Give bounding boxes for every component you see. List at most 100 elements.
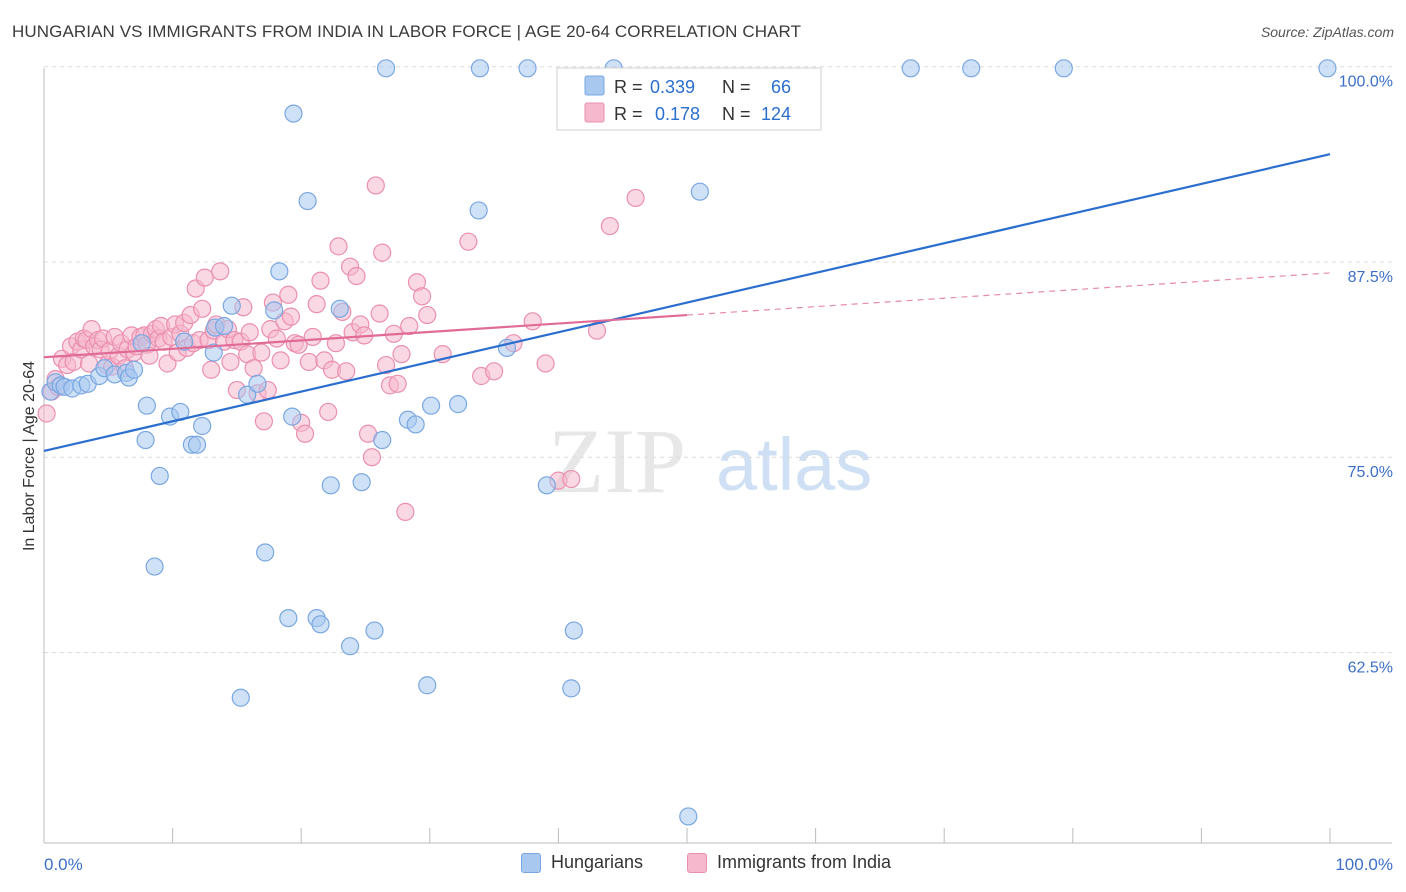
legend-n-label-2: N =	[722, 104, 756, 124]
india-point	[279, 285, 298, 304]
hungarian-point	[421, 396, 441, 415]
india-point	[600, 216, 619, 236]
swatch-india	[687, 852, 707, 873]
y-tick-label: 100.0%	[1339, 74, 1393, 91]
x-tick-label: 100.0%	[1335, 855, 1393, 874]
india-point	[392, 345, 411, 364]
trend-line-india-solid	[43, 313, 688, 359]
india-point	[193, 299, 212, 318]
hungarian-point	[231, 688, 250, 707]
hungarian-point	[340, 637, 360, 656]
hungarian-point	[365, 621, 384, 640]
hungarian-point	[298, 191, 317, 211]
india-point	[281, 307, 301, 326]
hungarian-point	[150, 466, 169, 486]
hungarian-point	[562, 679, 581, 698]
india-point	[388, 374, 407, 393]
hungarian-point	[132, 334, 151, 353]
hungarian-point	[214, 316, 234, 336]
axes	[43, 68, 1392, 844]
india-point	[195, 268, 214, 287]
india-point	[485, 362, 504, 381]
hungarian-point	[204, 343, 223, 362]
hungarian-point	[901, 59, 920, 78]
hungarian-point	[470, 59, 490, 78]
hungarian-point	[1054, 59, 1073, 78]
hungarian-point	[279, 608, 298, 628]
hungarian-point	[124, 360, 144, 379]
india-point	[400, 316, 419, 336]
india-point	[376, 355, 396, 375]
hungarian-point	[187, 435, 207, 454]
india-point	[536, 354, 555, 373]
hungarian-point	[311, 615, 330, 634]
trend-line-hungarians	[43, 153, 1331, 453]
hungarian-point	[145, 557, 164, 576]
hungarian-point	[518, 59, 537, 78]
hungarian-point	[283, 407, 302, 426]
y-tick-label: 75.0%	[1348, 464, 1393, 481]
x-tick-label: 0.0%	[44, 855, 83, 874]
hungarian-point	[137, 396, 156, 415]
india-point	[587, 321, 607, 340]
india-point	[299, 352, 319, 372]
y-axis-title: In Labor Force | Age 20-64	[21, 361, 38, 551]
legend-swatch-india	[584, 102, 605, 123]
india-point	[202, 360, 221, 379]
hungarian-point	[321, 476, 340, 495]
india-point	[418, 305, 437, 325]
hungarian-point	[352, 473, 371, 492]
india-point	[373, 243, 392, 262]
legend-n-value-1: 66	[771, 77, 791, 97]
india-point	[370, 304, 389, 323]
hungarian-point	[1318, 59, 1337, 78]
series-hungarians-points	[41, 59, 1337, 826]
india-point	[311, 271, 330, 290]
india-point	[271, 351, 290, 370]
hungarian-point	[406, 415, 425, 434]
hungarian-point	[469, 201, 488, 220]
legend-swatch-hungarians	[584, 75, 605, 96]
x-tick-labels: 0.0% 100.0%	[44, 855, 1393, 874]
india-point	[252, 343, 271, 362]
legend-n-label-1: N =	[722, 77, 756, 97]
india-point	[337, 362, 356, 381]
legend-r-value-2: 0.178	[655, 104, 700, 124]
hungarian-point	[373, 430, 392, 450]
hungarian-point	[175, 332, 194, 351]
hungarian-point	[537, 476, 556, 495]
hungarian-point	[564, 621, 583, 640]
bottom-legend-india: Immigrants from India	[687, 852, 891, 873]
hungarian-point	[193, 416, 212, 436]
legend-box: R = 0.339 N = 66 R = 0.178 N = 124	[556, 67, 822, 131]
india-point	[347, 266, 366, 286]
india-point	[412, 287, 432, 306]
bottom-legend-label-hungarians: Hungarians	[551, 852, 644, 872]
india-point	[329, 237, 348, 256]
india-point	[211, 262, 230, 281]
watermark-zip: ZIP	[548, 410, 686, 512]
grid	[44, 66, 1392, 653]
legend-n-value-2: 124	[761, 104, 791, 124]
trend-line-india-dashed	[686, 272, 1331, 316]
india-point	[562, 469, 581, 489]
india-point	[319, 402, 338, 422]
hungarian-point	[962, 59, 981, 78]
india-point	[307, 295, 326, 314]
hungarian-point	[376, 59, 396, 78]
india-point	[459, 232, 478, 251]
y-tick-label: 62.5%	[1348, 659, 1393, 676]
swatch-hungarians	[521, 852, 541, 873]
india-point	[221, 352, 240, 372]
chart-title: HUNGARIAN VS IMMIGRANTS FROM INDIA IN LA…	[12, 22, 802, 41]
hungarian-point	[222, 296, 241, 315]
india-point	[523, 312, 542, 331]
hungarian-point	[248, 374, 267, 393]
bottom-legend-hungarians: Hungarians	[521, 852, 643, 873]
india-point	[295, 424, 315, 443]
india-point	[366, 176, 385, 195]
watermark-atlas: atlas	[716, 423, 872, 506]
legend-r-label-2: R =	[614, 104, 648, 124]
hungarian-point	[284, 104, 303, 123]
